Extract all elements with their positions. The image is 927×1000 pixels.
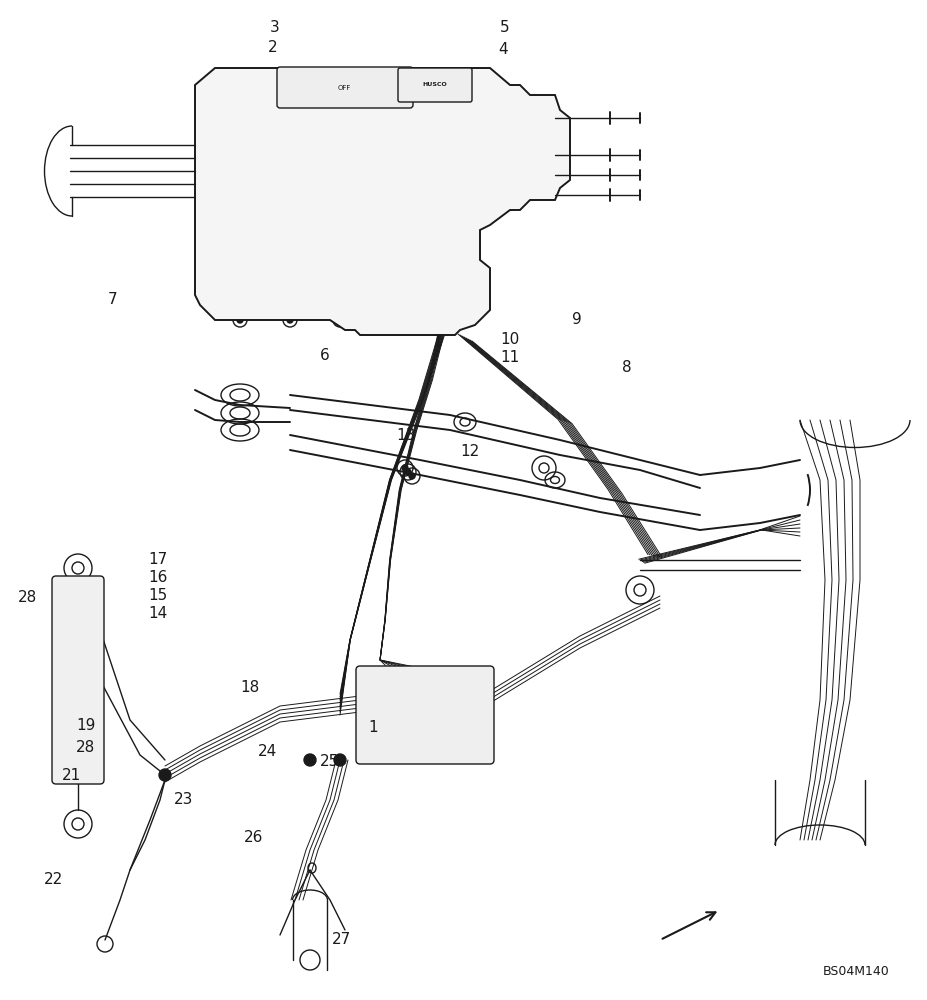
Text: 1: 1 — [432, 334, 441, 350]
Text: 27: 27 — [332, 932, 351, 948]
Circle shape — [401, 465, 408, 471]
Text: 17: 17 — [147, 552, 167, 568]
Text: 28: 28 — [18, 590, 37, 605]
Circle shape — [334, 754, 346, 766]
Circle shape — [437, 317, 442, 323]
Text: 19: 19 — [76, 718, 95, 734]
Text: 4: 4 — [498, 42, 507, 57]
Polygon shape — [195, 68, 569, 335]
Text: 16: 16 — [147, 570, 167, 585]
Circle shape — [337, 317, 343, 323]
Text: 8: 8 — [621, 360, 631, 374]
Text: 13: 13 — [396, 428, 415, 442]
Text: OFF: OFF — [337, 85, 350, 91]
Circle shape — [304, 754, 316, 766]
Text: BS04M140: BS04M140 — [822, 965, 889, 978]
FancyBboxPatch shape — [398, 68, 472, 102]
Text: 1: 1 — [368, 720, 377, 736]
Text: HUSCO: HUSCO — [422, 83, 447, 88]
Text: 23: 23 — [174, 792, 193, 808]
Text: 12: 12 — [460, 444, 478, 460]
Text: 11: 11 — [500, 351, 519, 365]
Circle shape — [404, 469, 411, 475]
Text: 2: 2 — [268, 40, 277, 55]
Text: 6: 6 — [320, 348, 329, 362]
Text: 10: 10 — [500, 332, 519, 348]
FancyBboxPatch shape — [356, 666, 493, 764]
Circle shape — [236, 317, 243, 323]
Text: 26: 26 — [244, 830, 263, 846]
Text: 22: 22 — [44, 872, 63, 888]
Text: 9: 9 — [571, 312, 581, 328]
Text: 21: 21 — [62, 768, 82, 784]
Text: 7: 7 — [108, 292, 118, 308]
Text: 25: 25 — [320, 754, 339, 770]
FancyBboxPatch shape — [52, 576, 104, 784]
Text: 28: 28 — [76, 740, 95, 756]
FancyBboxPatch shape — [276, 67, 413, 108]
Circle shape — [409, 473, 414, 479]
Text: 3: 3 — [270, 20, 279, 35]
Circle shape — [286, 317, 293, 323]
Text: 24: 24 — [258, 744, 277, 760]
Text: 15: 15 — [147, 588, 167, 603]
Circle shape — [387, 317, 392, 323]
Text: 5: 5 — [500, 20, 509, 35]
Circle shape — [159, 769, 171, 781]
Text: 18: 18 — [240, 680, 259, 696]
Text: 14: 14 — [147, 606, 167, 621]
